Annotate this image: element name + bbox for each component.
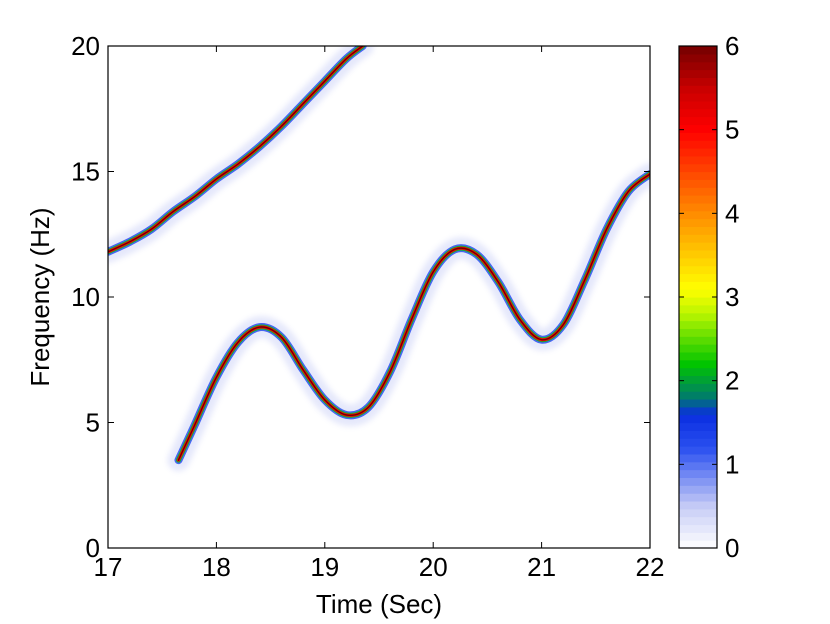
colorbar-segment <box>679 344 717 353</box>
colorbar-segment <box>679 249 717 259</box>
colorbar-segment <box>679 108 717 118</box>
colorbar-segment <box>679 53 717 63</box>
colorbar-segment <box>679 202 717 212</box>
colorbar-segment <box>679 297 717 306</box>
colorbar-segment <box>679 398 717 408</box>
colorbar-segment <box>679 351 717 361</box>
colorbar-segment <box>679 406 717 416</box>
colorbar-segment <box>679 124 717 133</box>
y-tick-label: 5 <box>86 408 100 438</box>
ridge-peak <box>108 46 364 253</box>
colorbar-segment <box>679 289 717 298</box>
colorbar-segment <box>679 469 717 479</box>
colorbar-segment <box>679 163 717 173</box>
colorbar-segment <box>679 359 717 369</box>
colorbar-segment <box>679 532 717 541</box>
colorbar-segment <box>679 524 717 533</box>
colorbar-tick-label: 5 <box>725 115 739 145</box>
colorbar-segment <box>679 477 717 486</box>
colorbar-segment <box>679 312 717 322</box>
colorbar-segment <box>679 485 717 494</box>
colorbar-segment <box>679 446 717 455</box>
x-tick-label: 18 <box>202 552 231 582</box>
x-tick-label: 19 <box>310 552 339 582</box>
x-axis-label: Time (Sec) <box>316 589 442 619</box>
colorbar-segment <box>679 383 717 392</box>
colorbar-segment <box>679 195 717 204</box>
colorbar-segment <box>679 414 717 424</box>
colorbar-segment <box>679 46 717 55</box>
colorbar-segment <box>679 100 717 110</box>
colorbar-segment <box>679 226 717 235</box>
colorbar-segment <box>679 218 717 228</box>
colorbar-tick-label: 1 <box>725 449 739 479</box>
colorbar-segment <box>679 516 717 526</box>
y-tick-label: 20 <box>71 31 100 61</box>
colorbar-segment <box>679 493 717 502</box>
colorbar-segment <box>679 375 717 384</box>
y-axis-label: Frequency (Hz) <box>25 207 55 386</box>
colorbar-segment <box>679 336 717 345</box>
colorbar-segment <box>679 179 717 188</box>
colorbar-segment <box>679 132 717 141</box>
x-axis: 17 18 19 20 21 22 <box>94 46 665 582</box>
colorbar-segment <box>679 85 717 94</box>
colorbar-segment <box>679 438 717 447</box>
ridge-peak <box>177 173 650 461</box>
colorbar-tick-label: 4 <box>725 198 739 228</box>
colorbar-segment <box>679 147 717 157</box>
colorbar-segment <box>679 234 717 243</box>
colorbar-axis: 0 1 2 3 4 5 6 <box>679 31 739 563</box>
colorbar-segment <box>679 328 717 337</box>
colorbar-segment <box>679 93 717 102</box>
ridge-layer <box>108 46 650 472</box>
colorbar-segment <box>679 61 717 71</box>
colorbar-segment <box>679 69 717 78</box>
colorbar-segment <box>679 430 717 439</box>
y-tick-label: 0 <box>86 533 100 563</box>
colorbar-tick-label: 2 <box>725 366 739 396</box>
colorbar-segment <box>679 453 717 463</box>
colorbar-tick-label: 0 <box>725 533 739 563</box>
colorbar-segment <box>679 273 717 282</box>
y-tick-label: 15 <box>71 157 100 187</box>
colorbar-segment <box>679 422 717 431</box>
colorbar-segment <box>679 155 717 165</box>
colorbar-segment <box>679 77 717 86</box>
x-tick-label: 21 <box>527 552 556 582</box>
y-axis: 0 5 10 15 20 <box>71 31 650 563</box>
colorbar-segment <box>679 265 717 275</box>
x-tick-label: 20 <box>419 552 448 582</box>
colorbar-tick-label: 3 <box>725 282 739 312</box>
colorbar-tick-label: 6 <box>725 31 739 61</box>
colorbar <box>679 46 717 549</box>
colorbar-segment <box>679 304 717 314</box>
colorbar-segment <box>679 210 717 220</box>
colorbar-segment <box>679 367 717 377</box>
colorbar-segment <box>679 320 717 329</box>
ridge-oscillating-mode <box>167 163 650 472</box>
colorbar-segment <box>679 257 717 267</box>
y-tick-label: 10 <box>71 282 100 312</box>
colorbar-segment <box>679 187 717 196</box>
x-tick-label: 22 <box>636 552 665 582</box>
plot-area <box>108 46 650 548</box>
colorbar-segment <box>679 171 717 180</box>
colorbar-segment <box>679 461 717 471</box>
colorbar-segment <box>679 391 717 400</box>
ridge-upper-chirp <box>108 46 374 263</box>
colorbar-segment <box>679 540 717 549</box>
colorbar-segment <box>679 140 717 149</box>
colorbar-segment <box>679 116 717 126</box>
colorbar-segment <box>679 508 717 518</box>
x-tick-label: 17 <box>94 552 123 582</box>
colorbar-segment <box>679 500 717 510</box>
colorbar-segment <box>679 281 717 290</box>
colorbar-segment <box>679 242 717 251</box>
